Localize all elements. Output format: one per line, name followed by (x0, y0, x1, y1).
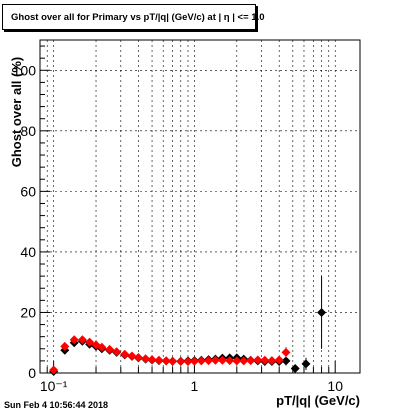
y-tick-label: 40 (20, 244, 36, 260)
axes: 0 20 40 60 80 100 10⁻¹ 1 10 (13, 39, 361, 394)
data-point (105, 344, 115, 354)
data-point (267, 356, 277, 366)
data-point (281, 347, 291, 357)
data-point (133, 353, 143, 363)
x-tick-label: 10 (327, 378, 343, 394)
data-point (183, 356, 193, 366)
data-point (274, 355, 284, 365)
data-point (147, 355, 157, 365)
data-point (290, 363, 300, 373)
data-point (301, 359, 311, 369)
data-point (225, 356, 235, 366)
data-point (161, 356, 171, 366)
data-point (112, 347, 122, 357)
chart-title-box: Ghost over all for Primary vs pT/|q| (Ge… (2, 4, 265, 30)
plot-frame (39, 39, 361, 374)
data-point (176, 356, 186, 366)
y-tick-label: 20 (20, 304, 36, 320)
data-point (217, 355, 227, 365)
y-tick-label: 60 (20, 183, 36, 199)
data-point (239, 356, 249, 366)
y-tick-label: 100 (13, 62, 37, 78)
y-tick-label: 80 (20, 123, 36, 139)
y-axis-label: Ghost over all (%) (9, 57, 24, 168)
data-point (97, 342, 107, 352)
data-points (49, 276, 327, 376)
series-1 (49, 335, 291, 375)
data-point (232, 356, 242, 366)
data-point (120, 349, 130, 359)
x-tick-label: 10⁻¹ (40, 378, 68, 394)
data-point (141, 354, 151, 364)
data-point (196, 356, 206, 366)
data-point (154, 355, 164, 365)
x-tick-label: 1 (191, 378, 199, 394)
y-tick-label: 0 (28, 365, 36, 381)
data-point (246, 356, 256, 366)
data-point (260, 355, 270, 365)
data-point (253, 355, 263, 365)
timestamp-footer: Sun Feb 4 10:56:44 2018 (4, 400, 109, 410)
grid (39, 40, 360, 373)
data-point (127, 351, 137, 361)
data-point (281, 356, 291, 366)
data-point (49, 365, 59, 375)
data-point (85, 337, 95, 347)
data-point (69, 335, 79, 345)
data-point (204, 356, 214, 366)
data-point (210, 355, 220, 365)
data-point (60, 341, 70, 351)
data-point (317, 307, 327, 317)
chart-title: Ghost over all for Primary vs pT/|q| (Ge… (11, 12, 265, 23)
x-axis-label: pT/|q| (GeV/c) (276, 393, 360, 408)
data-point (168, 356, 178, 366)
data-point (189, 356, 199, 366)
data-point (77, 335, 87, 345)
